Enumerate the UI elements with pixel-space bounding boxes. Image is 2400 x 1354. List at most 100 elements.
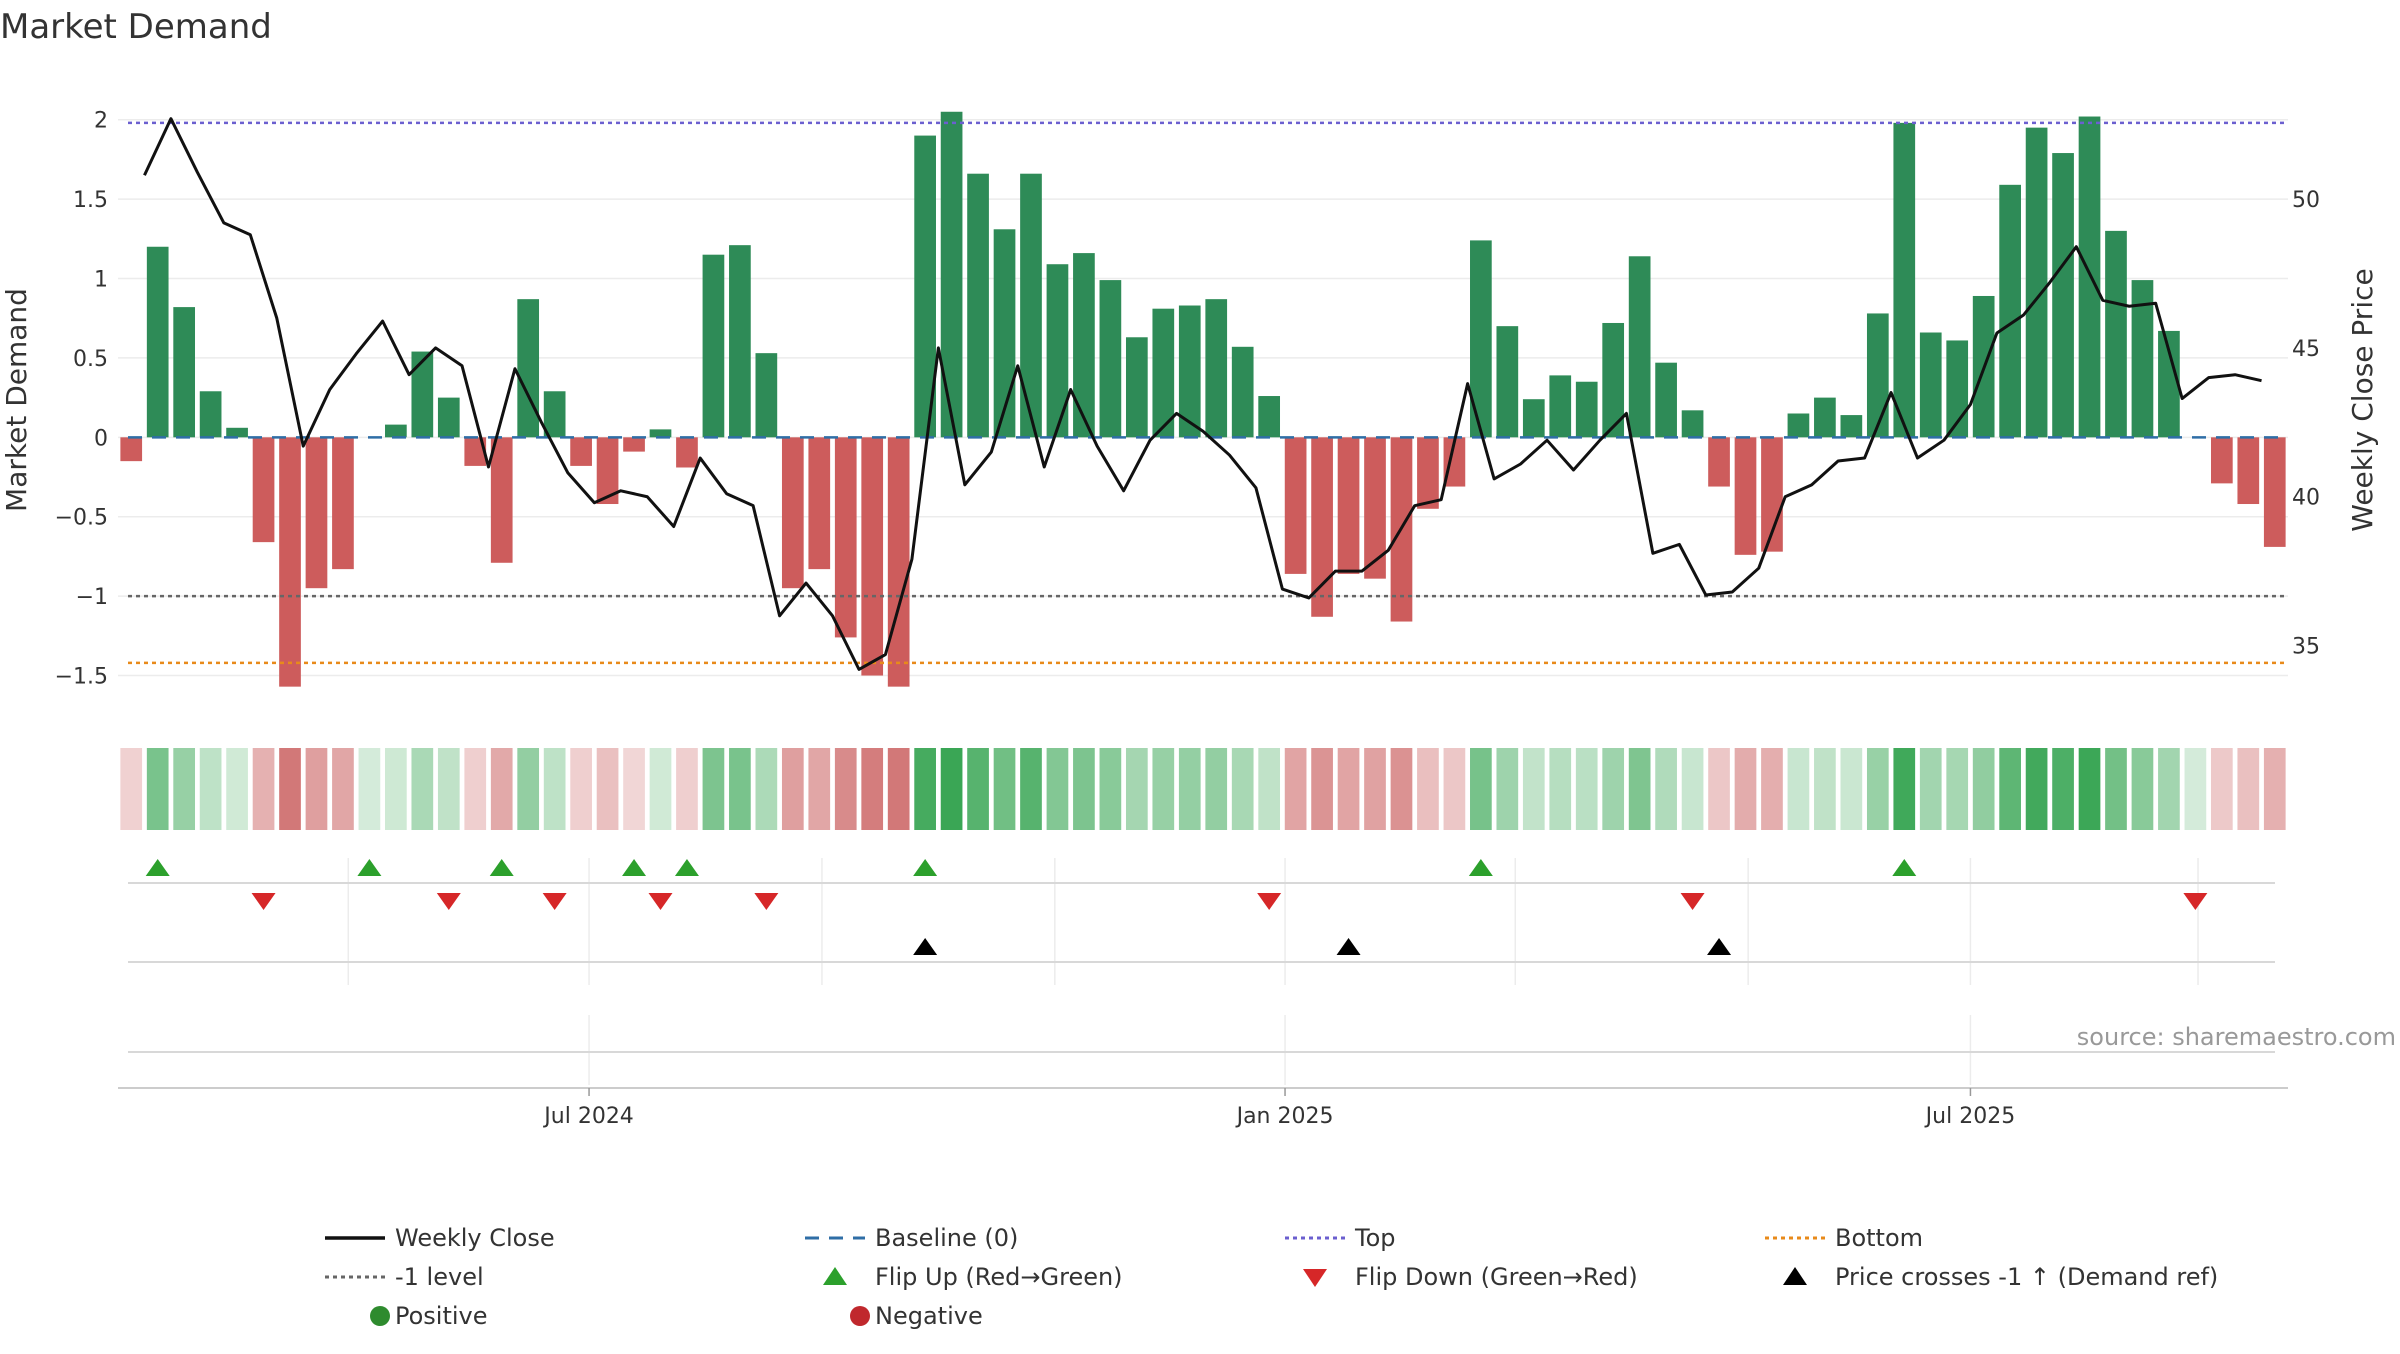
flip-up-marker: [145, 859, 170, 876]
heat-cell: [1575, 748, 1598, 830]
heat-cell: [332, 748, 354, 830]
legend-label: Negative: [875, 1302, 983, 1330]
demand-bar-negative: [2237, 437, 2260, 505]
demand-bar-positive: [1178, 305, 1201, 438]
heat-cell: [2105, 748, 2127, 830]
price-cross-marker: [1336, 938, 1361, 955]
legend-label: Flip Down (Green→Red): [1355, 1263, 1638, 1291]
demand-bar-positive: [2078, 116, 2101, 438]
demand-bar-negative: [2210, 437, 2233, 484]
demand-bar-positive: [1628, 256, 1651, 438]
demand-bar-negative: [781, 437, 804, 589]
heat-cell: [1443, 748, 1466, 830]
demand-bar-positive: [1073, 253, 1095, 438]
heat-cell: [781, 748, 804, 830]
demand-bar-positive: [729, 245, 751, 438]
demand-bar-positive: [2052, 153, 2074, 438]
heat-cell: [993, 748, 1016, 830]
demand-bar-negative: [1364, 437, 1386, 579]
y-tick-label-right: 40: [2292, 486, 2320, 511]
demand-bar-positive: [2025, 127, 2048, 438]
demand-bar-negative: [252, 437, 275, 543]
demand-bar-positive: [1919, 332, 1942, 438]
heat-cell: [1284, 748, 1307, 830]
demand-bar-negative: [490, 437, 513, 563]
heat-cell: [2263, 748, 2286, 830]
weekly-close-line: [143, 117, 2262, 671]
heat-cell: [1178, 748, 1201, 830]
demand-bar-positive: [1496, 326, 1519, 438]
heat-cell: [120, 748, 143, 830]
demand-bar-negative: [570, 437, 592, 466]
heat-cell: [1231, 748, 1254, 830]
demand-bar-positive: [146, 246, 169, 438]
heat-cell: [2078, 748, 2101, 830]
demand-bar-positive: [649, 429, 672, 438]
heat-cell: [1125, 748, 1148, 830]
demand-bar-negative: [464, 437, 487, 466]
heat-cell: [2025, 748, 2048, 830]
x-tick-label: Jan 2025: [1235, 1104, 1334, 1129]
flip-down-marker: [1680, 893, 1705, 910]
heat-cell: [1549, 748, 1572, 830]
heat-cell: [702, 748, 725, 830]
demand-bar-positive: [1866, 313, 1889, 438]
heat-cell: [649, 748, 672, 830]
y-tick-label-right: 35: [2292, 635, 2320, 660]
chart-title: Market Demand: [0, 7, 272, 47]
demand-bar-positive: [1549, 375, 1572, 438]
heat-cell: [729, 748, 751, 830]
demand-bar-positive: [385, 424, 407, 438]
heat-cell: [1708, 748, 1730, 830]
heat-cell: [1073, 748, 1095, 830]
heat-cell: [623, 748, 645, 830]
demand-bar-positive: [1787, 413, 1810, 438]
demand-bar-negative: [332, 437, 354, 570]
heat-cell: [1628, 748, 1651, 830]
y-axis-title-right: Weekly Close Price: [2346, 268, 2379, 531]
flip-up-marker: [913, 859, 938, 876]
heat-cell: [1099, 748, 1122, 830]
demand-bar-negative: [1311, 437, 1333, 617]
heat-cell: [887, 748, 910, 830]
demand-bar-positive: [1893, 122, 1916, 438]
y-tick-label-left: −1.5: [55, 665, 108, 690]
demand-bar-positive: [940, 111, 963, 438]
heat-cell: [1655, 748, 1677, 830]
y-tick-label-left: 0: [94, 426, 108, 451]
demand-bar-negative: [676, 437, 698, 468]
heat-cell: [437, 748, 460, 830]
legend-symbol-circle: [850, 1306, 870, 1326]
flip-down-marker: [1257, 893, 1282, 910]
heat-cell: [199, 748, 222, 830]
heat-cell: [358, 748, 381, 830]
demand-bar-positive: [543, 391, 566, 438]
demand-bar-positive: [2158, 330, 2180, 438]
heat-cell: [226, 748, 248, 830]
legend-symbol-triangle-up: [823, 1267, 847, 1285]
demand-bar-positive: [755, 353, 778, 438]
heat-cell: [2158, 748, 2180, 830]
heat-cell: [1946, 748, 1969, 830]
heat-cell: [861, 748, 884, 830]
heat-cell: [2184, 748, 2207, 830]
demand-bar-positive: [517, 299, 540, 438]
demand-bar-positive: [1099, 280, 1122, 438]
demand-bar-positive: [2105, 230, 2127, 438]
demand-bar-positive: [1999, 184, 2021, 438]
legend-label: -1 level: [395, 1263, 484, 1291]
demand-bar-positive: [1205, 299, 1228, 438]
heat-cell: [279, 748, 301, 830]
demand-bar-positive: [1575, 381, 1598, 438]
legend-symbol-circle: [370, 1306, 390, 1326]
heat-cell: [1787, 748, 1810, 830]
heat-cell: [1152, 748, 1175, 830]
heat-cell: [543, 748, 566, 830]
demand-bar-negative: [1708, 437, 1730, 487]
heat-cell: [411, 748, 434, 830]
demand-bar-positive: [914, 135, 936, 438]
demand-bar-positive: [1231, 346, 1254, 438]
price-cross-marker: [913, 938, 938, 955]
